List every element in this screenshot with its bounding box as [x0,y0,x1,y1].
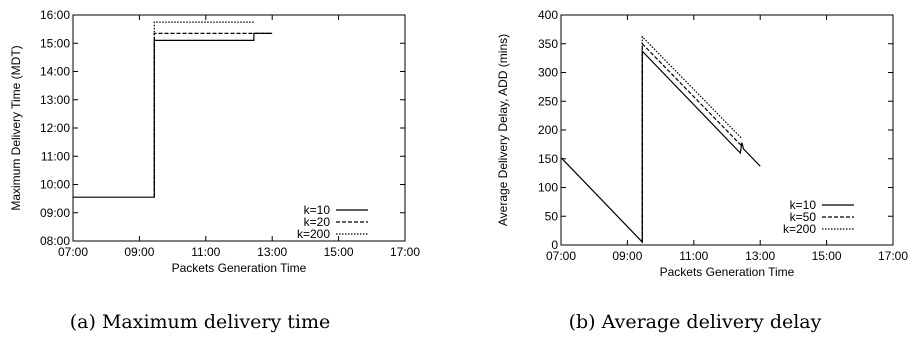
series-line-k=10 [73,32,273,198]
series-line-k=200 [641,35,743,243]
x-tick-label: 13:00 [257,245,287,259]
y-tick-label: 08:00 [40,234,70,248]
series-line-k=200 [153,21,254,198]
x-tick-label: 17:00 [390,245,420,259]
series-line-k=50 [641,42,743,243]
y-tick-label: 50 [545,209,559,223]
y-tick-label: 100 [538,181,558,195]
x-tick-label: 11:00 [679,249,708,263]
legend-label: k=10 [304,203,331,217]
y-axis-label: Maximum Delivery Time (MDT) [9,45,23,210]
legend-label: k=10 [790,198,817,212]
y-tick-label: 15:00 [40,36,70,50]
legend-label: k=200 [783,222,816,236]
figure-caption: (a) Maximum delivery time [70,311,330,333]
y-axis-label: Average Delivery Delay, ADD (mins) [496,34,510,226]
y-tick-label: 200 [538,123,558,137]
x-tick-label: 15:00 [324,245,354,259]
y-tick-label: 10:00 [40,178,70,192]
legend-label: k=50 [790,210,817,224]
y-tick-label: 0 [551,238,558,252]
y-tick-label: 150 [538,152,558,166]
plot-frame [72,14,406,242]
y-tick-label: 13:00 [40,93,70,107]
y-tick-label: 350 [538,37,558,51]
figure-caption: (b) Average delivery delay [569,311,822,333]
y-tick-label: 12:00 [40,121,70,135]
series-line-k=20 [153,32,273,198]
x-tick-label: 09:00 [612,249,642,263]
x-tick-label: 09:00 [124,245,154,259]
y-tick-label: 09:00 [40,206,70,220]
x-axis-label: Packets Generation Time [660,265,795,279]
y-tick-label: 300 [538,66,558,80]
x-axis-label: Packets Generation Time [172,261,307,275]
series-line-k=10 [560,49,761,244]
x-tick-label: 11:00 [191,245,220,259]
y-tick-label: 400 [538,8,558,22]
legend-label: k=200 [297,227,330,241]
x-tick-label: 17:00 [878,249,908,263]
y-tick-label: 16:00 [40,8,70,22]
x-tick-label: 15:00 [812,249,842,263]
y-tick-label: 11:00 [41,149,70,163]
y-tick-label: 250 [538,94,558,108]
chart-panel-mdt: Maximum Delivery Time (MDT) Packets Gene… [9,8,420,333]
x-tick-label: 13:00 [745,249,775,263]
y-tick-label: 14:00 [40,65,70,79]
chart-panel-add: Average Delivery Delay, ADD (mins) Packe… [496,8,908,333]
x-tick-label: 07:00 [58,245,88,259]
legend-label: k=20 [304,215,331,229]
x-tick-label: 07:00 [546,249,576,263]
